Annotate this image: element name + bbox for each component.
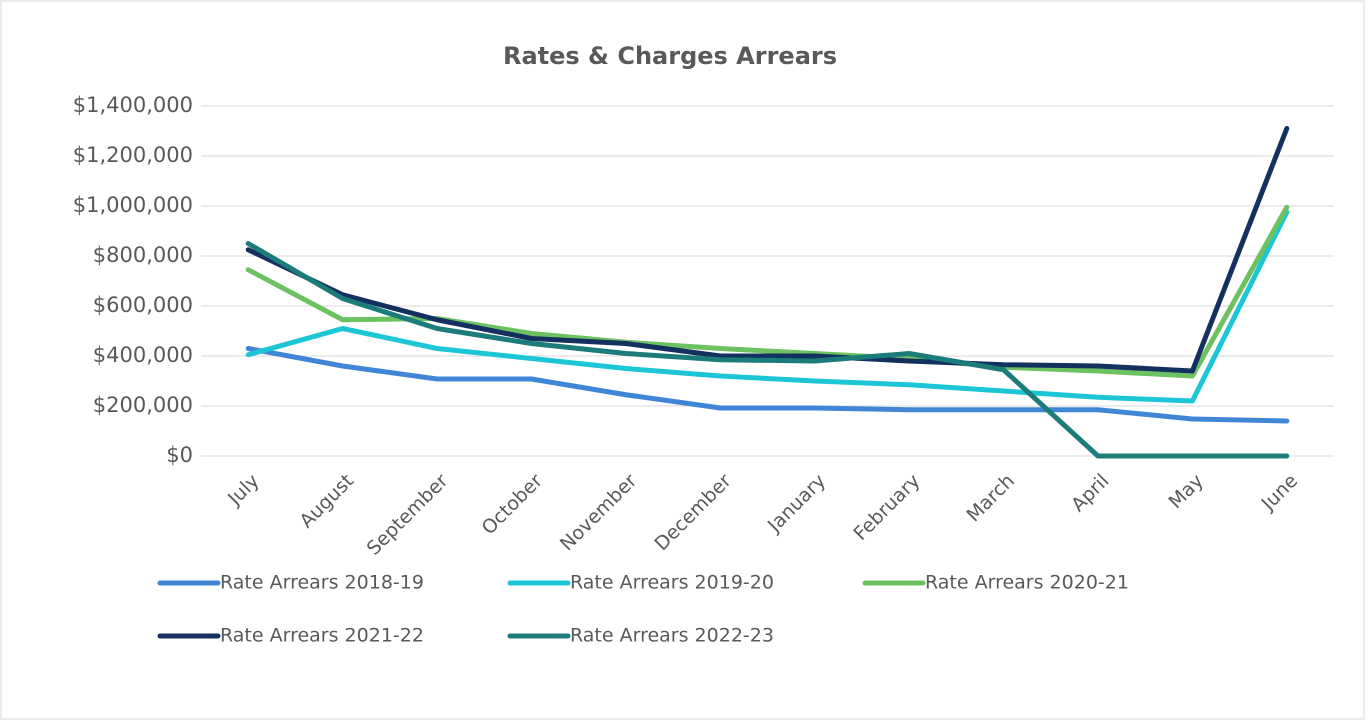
y-tick-label: $200,000 xyxy=(93,393,193,417)
y-tick-label: $1,400,000 xyxy=(73,93,193,117)
legend-label: Rate Arrears 2022-23 xyxy=(570,625,774,647)
series-line xyxy=(245,204,1290,379)
legend-label: Rate Arrears 2020-21 xyxy=(925,572,1129,594)
series-line xyxy=(245,241,1290,459)
legend-label: Rate Arrears 2021-22 xyxy=(220,625,424,647)
legend-label: Rate Arrears 2018-19 xyxy=(220,572,424,594)
y-tick-label: $1,200,000 xyxy=(73,143,193,167)
y-tick-label: $800,000 xyxy=(93,243,193,267)
series-line xyxy=(245,346,1290,424)
y-tick-label: $600,000 xyxy=(93,293,193,317)
chart-title: Rates & Charges Arrears xyxy=(503,42,837,70)
series-line xyxy=(245,126,1290,374)
y-tick-label: $1,000,000 xyxy=(73,193,193,217)
y-tick-label: $400,000 xyxy=(93,343,193,367)
y-tick-label: $0 xyxy=(166,443,193,467)
series-line xyxy=(245,209,1290,404)
legend-label: Rate Arrears 2019-20 xyxy=(570,572,774,594)
